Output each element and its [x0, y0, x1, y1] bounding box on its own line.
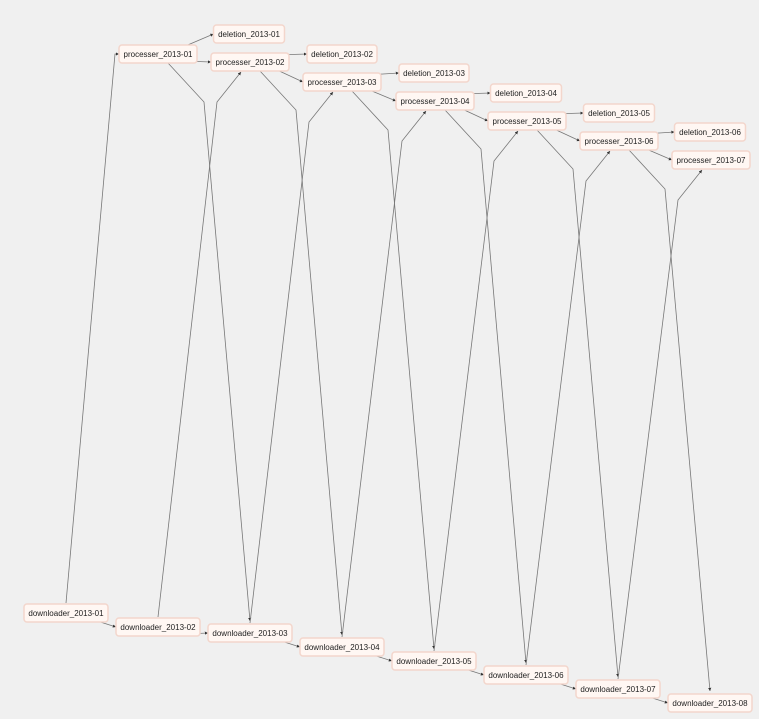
node-label: downloader_2013-07: [580, 685, 656, 694]
node: deletion_2013-02: [306, 44, 378, 64]
node: downloader_2013-04: [299, 637, 385, 657]
edge: [536, 129, 620, 678]
node-box: [483, 665, 569, 685]
node: deletion_2013-04: [489, 83, 563, 103]
node-box: [398, 63, 470, 83]
node-box: [210, 52, 290, 72]
node: deletion_2013-01: [212, 24, 286, 44]
edge: [65, 52, 119, 604]
node-label: processer_2013-04: [401, 97, 470, 106]
node-box: [118, 44, 198, 64]
edge: [628, 149, 712, 692]
node: processer_2013-01: [118, 44, 198, 64]
node: downloader_2013-07: [575, 679, 661, 699]
edge: [433, 130, 519, 652]
node-label: downloader_2013-06: [488, 671, 564, 680]
node-label: processer_2013-06: [585, 137, 654, 146]
node-box: [306, 44, 378, 64]
node-box: [115, 617, 201, 637]
node-box: [207, 623, 293, 643]
node-label: deletion_2013-02: [311, 50, 373, 59]
node-label: deletion_2013-01: [218, 30, 280, 39]
edge: [617, 169, 703, 680]
node: deletion_2013-06: [673, 122, 747, 142]
node-label: downloader_2013-02: [120, 623, 196, 632]
node-box: [302, 72, 382, 92]
node-label: deletion_2013-04: [495, 89, 557, 98]
node-label: deletion_2013-06: [679, 128, 741, 137]
node: downloader_2013-08: [667, 693, 753, 713]
node-box: [487, 111, 567, 131]
node-box: [391, 651, 477, 671]
edge: [157, 71, 242, 618]
node: downloader_2013-05: [391, 651, 477, 671]
node-label: processer_2013-05: [493, 117, 562, 126]
node-label: processer_2013-07: [677, 156, 746, 165]
node: downloader_2013-01: [23, 603, 109, 623]
node-label: processer_2013-01: [124, 50, 193, 59]
edge: [444, 109, 528, 664]
node-label: downloader_2013-05: [396, 657, 472, 666]
node: downloader_2013-02: [115, 617, 201, 637]
node-label: downloader_2013-03: [212, 629, 288, 638]
edge: [167, 62, 252, 622]
edge: [249, 91, 334, 624]
node: processer_2013-02: [210, 52, 290, 72]
node: processer_2013-07: [671, 150, 751, 170]
node: deletion_2013-05: [582, 103, 656, 123]
node-label: processer_2013-02: [216, 58, 285, 67]
node: deletion_2013-03: [398, 63, 470, 83]
node-box: [212, 24, 286, 44]
node-label: processer_2013-03: [308, 78, 377, 87]
node-box: [299, 637, 385, 657]
node-box: [673, 122, 747, 142]
node-box: [23, 603, 109, 623]
node: downloader_2013-06: [483, 665, 569, 685]
node-box: [395, 91, 475, 111]
node-box: [579, 131, 659, 151]
edge: [341, 110, 427, 638]
node: processer_2013-05: [487, 111, 567, 131]
edge: [259, 70, 344, 636]
node-label: deletion_2013-05: [588, 109, 650, 118]
edge: [525, 150, 611, 666]
node-box: [582, 103, 656, 123]
node: downloader_2013-03: [207, 623, 293, 643]
node-box: [671, 150, 751, 170]
node-label: downloader_2013-01: [28, 609, 104, 618]
node-box: [489, 83, 563, 103]
node-label: deletion_2013-03: [403, 69, 465, 78]
node-label: downloader_2013-04: [304, 643, 380, 652]
node: processer_2013-03: [302, 72, 382, 92]
node: processer_2013-04: [395, 91, 475, 111]
node-box: [575, 679, 661, 699]
node: processer_2013-06: [579, 131, 659, 151]
node-label: downloader_2013-08: [672, 699, 748, 708]
node-box: [667, 693, 753, 713]
edge: [351, 90, 436, 650]
